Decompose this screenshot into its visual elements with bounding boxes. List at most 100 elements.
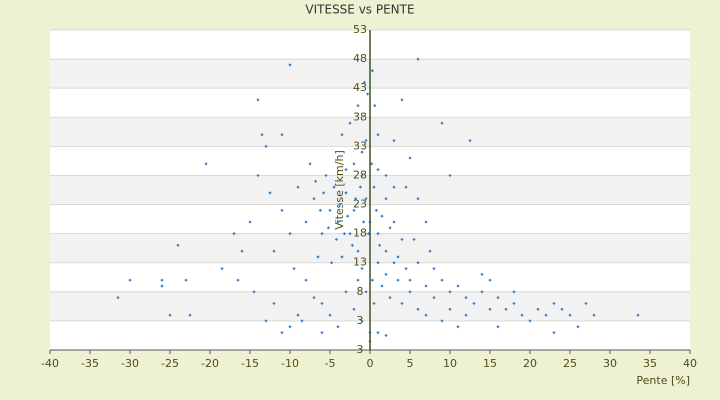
point bbox=[366, 92, 370, 96]
point bbox=[312, 296, 316, 300]
point bbox=[552, 301, 556, 306]
point bbox=[378, 243, 382, 247]
point bbox=[334, 237, 338, 242]
point bbox=[352, 307, 356, 311]
point bbox=[376, 261, 380, 265]
point bbox=[300, 319, 304, 323]
x-tick-label: 25 bbox=[563, 357, 577, 370]
point bbox=[348, 121, 352, 125]
point bbox=[488, 278, 492, 282]
point bbox=[560, 307, 564, 311]
point bbox=[288, 325, 292, 329]
x-tick-label: -35 bbox=[81, 357, 99, 370]
point bbox=[188, 313, 192, 317]
point bbox=[424, 284, 428, 288]
x-tick-label: 15 bbox=[483, 357, 497, 370]
point bbox=[332, 185, 336, 189]
point bbox=[576, 325, 580, 329]
point bbox=[308, 162, 312, 166]
x-tick-label: -20 bbox=[201, 357, 219, 370]
y-tick-label: 8 bbox=[357, 285, 364, 298]
point bbox=[392, 185, 396, 189]
point bbox=[362, 220, 366, 224]
point bbox=[416, 197, 420, 201]
x-tick-label: 20 bbox=[523, 357, 537, 370]
x-tick-label: -15 bbox=[241, 357, 259, 370]
y-tick-label: 38 bbox=[353, 110, 367, 123]
point bbox=[480, 272, 484, 276]
x-tick-label: 10 bbox=[443, 357, 457, 370]
point bbox=[272, 249, 276, 253]
point bbox=[636, 313, 640, 317]
point bbox=[456, 325, 460, 329]
point bbox=[592, 313, 596, 317]
point bbox=[264, 144, 268, 148]
point bbox=[128, 278, 132, 282]
point bbox=[264, 319, 268, 323]
point bbox=[456, 284, 460, 288]
point bbox=[376, 133, 380, 137]
point bbox=[376, 330, 380, 335]
point bbox=[348, 232, 352, 236]
point bbox=[384, 249, 388, 253]
point bbox=[388, 296, 392, 300]
point bbox=[552, 330, 556, 335]
point bbox=[336, 325, 340, 329]
point bbox=[318, 208, 322, 212]
point bbox=[356, 249, 360, 253]
point bbox=[464, 313, 468, 317]
point bbox=[324, 173, 328, 178]
point bbox=[404, 185, 408, 189]
point bbox=[373, 104, 377, 108]
point bbox=[432, 266, 436, 271]
point bbox=[408, 290, 412, 294]
point bbox=[322, 191, 326, 195]
point bbox=[370, 278, 374, 282]
point bbox=[370, 162, 374, 166]
point bbox=[536, 307, 540, 311]
point bbox=[496, 325, 500, 329]
point bbox=[412, 237, 416, 242]
point bbox=[448, 173, 452, 178]
point bbox=[288, 63, 292, 67]
point bbox=[168, 313, 172, 317]
x-tick-label: 5 bbox=[407, 357, 414, 370]
point bbox=[236, 278, 240, 282]
point bbox=[374, 208, 378, 212]
point bbox=[424, 220, 428, 224]
point bbox=[344, 290, 348, 294]
point bbox=[316, 255, 320, 259]
point bbox=[280, 330, 284, 335]
point bbox=[304, 278, 308, 282]
point bbox=[432, 296, 436, 300]
x-tick-label: -30 bbox=[121, 357, 139, 370]
point bbox=[360, 266, 364, 271]
point bbox=[380, 284, 384, 288]
point bbox=[352, 208, 356, 212]
y-tick-label: 33 bbox=[353, 139, 367, 152]
point bbox=[388, 226, 392, 230]
point bbox=[256, 173, 260, 178]
point bbox=[392, 220, 396, 224]
point bbox=[340, 133, 344, 137]
point bbox=[320, 232, 324, 236]
point bbox=[320, 301, 324, 306]
point bbox=[364, 138, 368, 143]
point bbox=[362, 80, 366, 84]
y-tick-label: 13 bbox=[353, 256, 367, 269]
x-tick-label: -10 bbox=[281, 357, 299, 370]
point bbox=[360, 319, 364, 323]
point bbox=[360, 173, 364, 178]
y-tick-label: 23 bbox=[353, 198, 367, 211]
point bbox=[416, 307, 420, 311]
point bbox=[352, 162, 356, 166]
point bbox=[448, 290, 452, 294]
point bbox=[356, 278, 360, 282]
point bbox=[116, 296, 120, 300]
point bbox=[344, 168, 348, 172]
point bbox=[424, 313, 428, 317]
point bbox=[176, 243, 180, 247]
x-tick-label: 30 bbox=[603, 357, 617, 370]
point bbox=[350, 243, 354, 247]
point bbox=[240, 249, 244, 253]
